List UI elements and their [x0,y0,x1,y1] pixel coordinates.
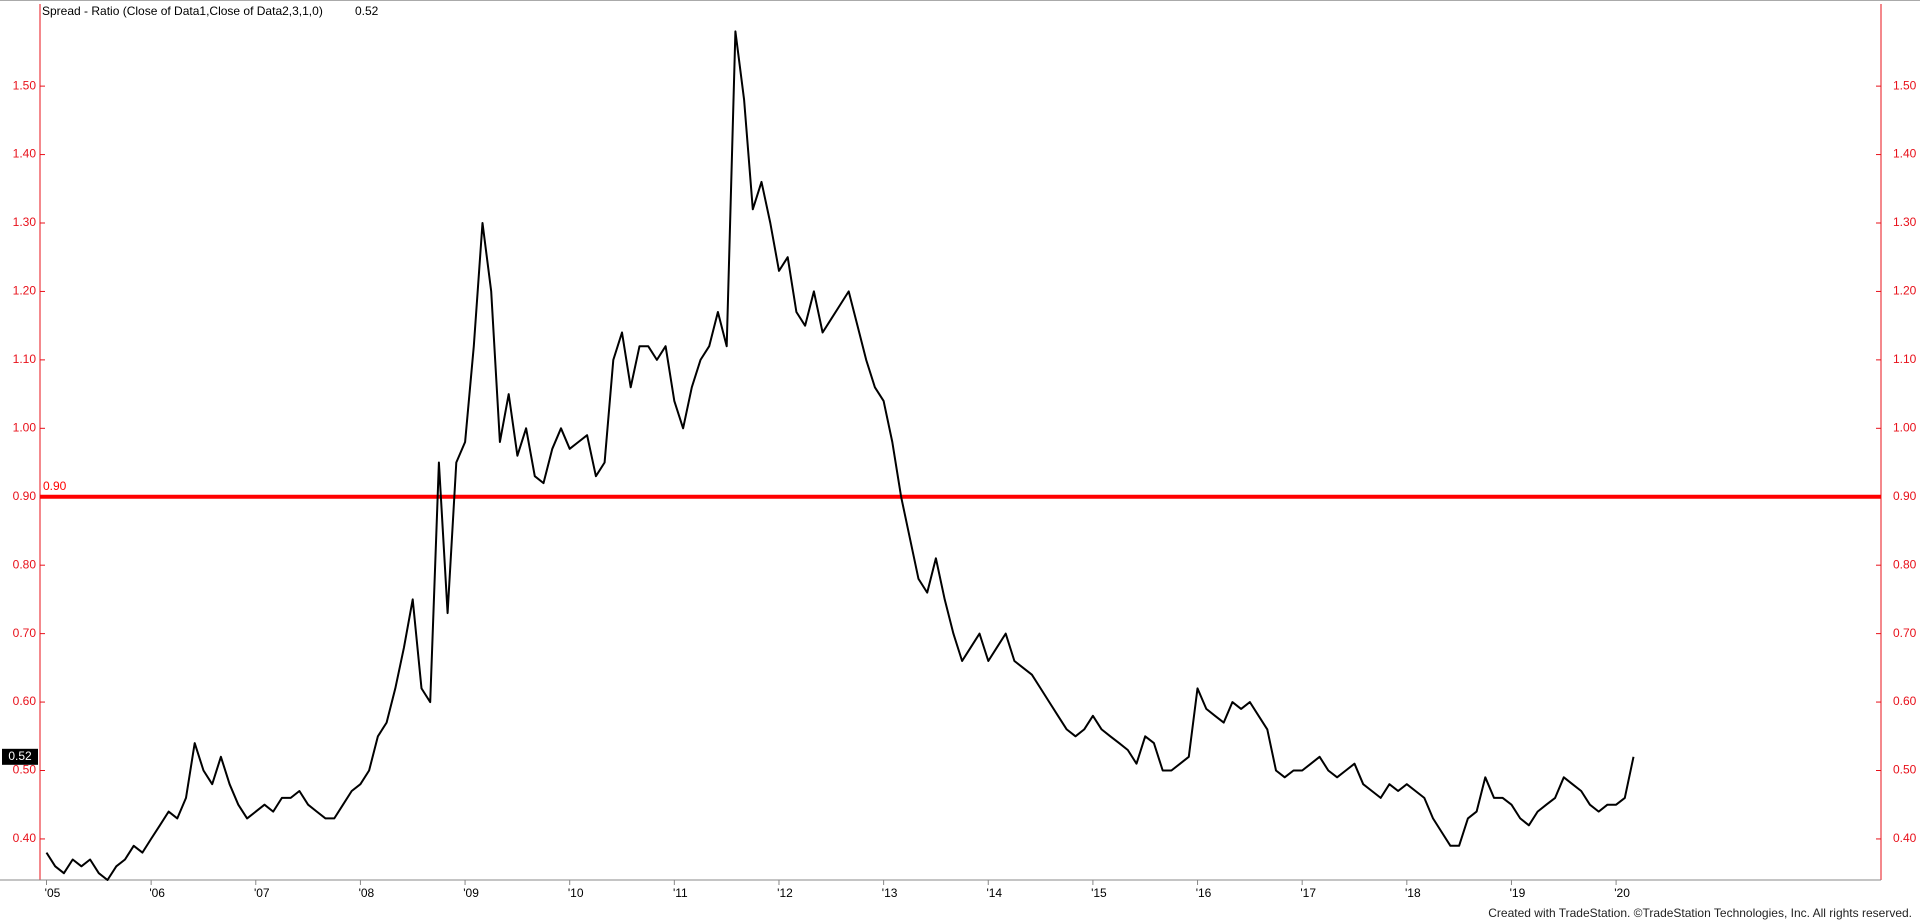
title-value: 0.52 [355,4,379,18]
y-tick-label: 1.30 [13,215,37,229]
x-tick-label: '07 [254,886,270,900]
chart-title: Spread - Ratio (Close of Data1,Close of … [42,4,323,18]
y-tick-label: 1.10 [1893,352,1917,366]
x-tick-label: '20 [1614,886,1630,900]
x-tick-label: '06 [149,886,165,900]
footer: Created with TradeStation. ©TradeStation… [1488,906,1912,920]
x-tick-label: '09 [463,886,479,900]
y-tick-label: 0.90 [13,489,37,503]
y-tick-label: 1.20 [1893,284,1917,298]
x-tick-label: '16 [1196,886,1212,900]
y-tick-label: 0.80 [13,557,37,571]
y-tick-label: 0.50 [13,763,37,777]
x-tick-label: '17 [1300,886,1316,900]
y-tick-label: 0.70 [13,626,37,640]
y-tick-label: 1.40 [13,147,37,161]
x-tick-label: '10 [568,886,584,900]
y-tick-label: 0.90 [1893,489,1917,503]
y-tick-label: 1.20 [13,284,37,298]
y-tick-label: 1.50 [1893,78,1917,92]
x-tick-label: '13 [882,886,898,900]
x-tick-label: '08 [359,886,375,900]
x-tick-label: '05 [45,886,61,900]
last-value-box [2,748,38,765]
x-tick-label: '19 [1510,886,1526,900]
series-line [45,30,1635,881]
y-tick-label: 0.70 [1893,626,1917,640]
y-tick-label: 0.60 [13,694,37,708]
x-tick-label: '12 [777,886,793,900]
x-tick-label: '11 [673,886,688,900]
y-tick-label: 1.30 [1893,215,1917,229]
y-tick-label: 0.60 [1893,694,1917,708]
y-tick-label: 1.10 [13,352,37,366]
y-tick-label: 1.50 [13,78,37,92]
x-tick-label: '18 [1405,886,1421,900]
y-tick-label: 0.80 [1893,557,1917,571]
y-tick-label: 1.00 [1893,420,1917,434]
y-tick-label: 1.40 [1893,147,1917,161]
x-tick-label: '15 [1091,886,1107,900]
x-tick-label: '14 [986,886,1002,900]
y-tick-label: 0.40 [1893,831,1917,845]
y-tick-label: 0.40 [13,831,37,845]
y-tick-label: 1.00 [13,420,37,434]
y-tick-label: 0.50 [1893,763,1917,777]
last-value-label: 0.52 [8,749,32,763]
reference-label: 0.90 [43,479,67,493]
